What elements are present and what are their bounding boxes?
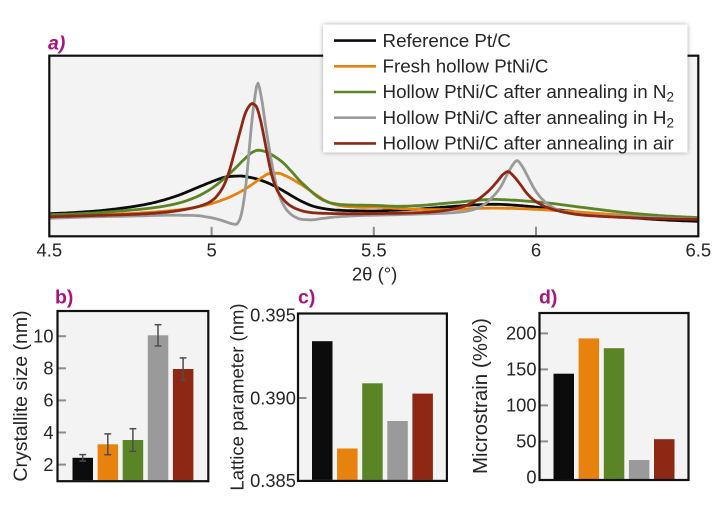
svg-text:6: 6	[43, 390, 53, 411]
svg-text:0.385: 0.385	[250, 470, 296, 491]
svg-text:150: 150	[506, 359, 537, 380]
svg-text:0.390: 0.390	[250, 387, 296, 408]
svg-text:Fresh hollow PtNi/C: Fresh hollow PtNi/C	[383, 56, 549, 77]
svg-text:2: 2	[43, 454, 53, 475]
svg-text:8: 8	[43, 358, 53, 379]
svg-text:a): a)	[48, 33, 65, 55]
svg-text:5.5: 5.5	[361, 240, 387, 261]
svg-text:100: 100	[506, 395, 537, 416]
svg-text:Hollow PtNi/C after annealing: Hollow PtNi/C after annealing in H2	[383, 107, 674, 130]
svg-text:b): b)	[55, 287, 73, 309]
svg-text:5: 5	[206, 240, 216, 261]
svg-text:Hollow PtNi/C after annealing: Hollow PtNi/C after annealing in air	[383, 133, 674, 154]
svg-text:Lattice parameter (nm): Lattice parameter (nm)	[227, 303, 248, 490]
svg-text:4.5: 4.5	[36, 240, 62, 261]
svg-text:6: 6	[531, 240, 541, 261]
svg-text:2θ (°): 2θ (°)	[352, 264, 397, 285]
svg-text:c): c)	[298, 287, 315, 309]
svg-text:Crystallite size (nm): Crystallite size (nm)	[10, 310, 32, 481]
svg-text:50: 50	[516, 431, 536, 452]
svg-text:d): d)	[539, 287, 557, 309]
svg-text:200: 200	[506, 323, 537, 344]
svg-text:10: 10	[33, 326, 53, 347]
svg-text:0.395: 0.395	[250, 305, 296, 326]
svg-text:Reference Pt/C: Reference Pt/C	[383, 30, 511, 51]
svg-text:Hollow PtNi/C after annealing: Hollow PtNi/C after annealing in N2	[383, 81, 674, 105]
svg-text:0: 0	[526, 467, 536, 488]
svg-text:4: 4	[43, 422, 53, 443]
svg-text:Microstrain (%%): Microstrain (%%)	[469, 318, 492, 474]
svg-text:6.5: 6.5	[685, 240, 711, 261]
